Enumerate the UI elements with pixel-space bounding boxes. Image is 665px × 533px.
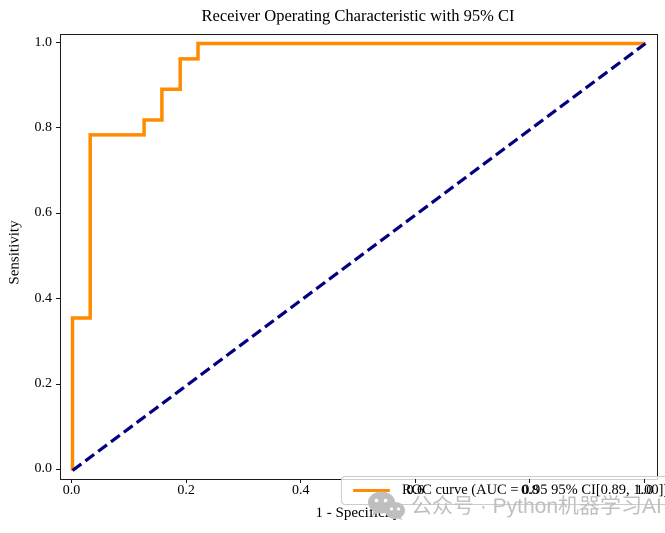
plot-area: ROC curve (AUC = 0.95 95% CI[0.89, 1.00]… [60,34,665,505]
y-tick-label: 0.8 [34,119,53,135]
y-tick-label: 1.0 [34,34,53,50]
y-tick-label: 0.6 [34,205,53,221]
x-tick-label: 0.2 [177,483,195,498]
y-tick-mark [56,212,60,214]
x-tick-mark [529,479,531,483]
y-tick-mark [56,468,60,470]
legend-roc-swatch [353,488,390,493]
x-tick-label: 0.4 [291,483,310,498]
y-axis-label: Sensitivity [6,220,23,285]
roc-svg [70,41,647,472]
x-tick-mark [70,479,72,483]
legend-box: ROC curve (AUC = 0.95 95% CI[0.89, 1.00]… [341,476,665,505]
y-tick-mark [56,298,60,300]
x-tick-mark [414,479,416,483]
y-tick-label: 0.4 [34,290,53,306]
chart-title: Receiver Operating Characteristic with 9… [201,6,515,25]
chance-line [71,42,647,472]
y-tick-mark [56,42,60,44]
y-tick-mark [56,127,60,129]
legend-roc-label: ROC curve (AUC = 0.95 95% CI[0.89, 1.00]… [402,482,665,498]
roc-curve-line [70,41,646,471]
x-tick-label: 0.0 [62,483,81,498]
x-tick-mark [644,479,646,483]
x-tick-label: 0.6 [406,483,425,498]
x-tick-mark [300,479,302,483]
x-tick-mark [185,479,187,483]
x-tick-label: 0.8 [521,483,539,498]
y-tick-label: 0.0 [34,461,53,477]
x-tick-label: 1.0 [635,483,654,498]
x-axis-label: 1 - Specificity [315,505,401,521]
y-tick-label: 0.2 [34,376,53,392]
y-tick-mark [56,383,60,385]
